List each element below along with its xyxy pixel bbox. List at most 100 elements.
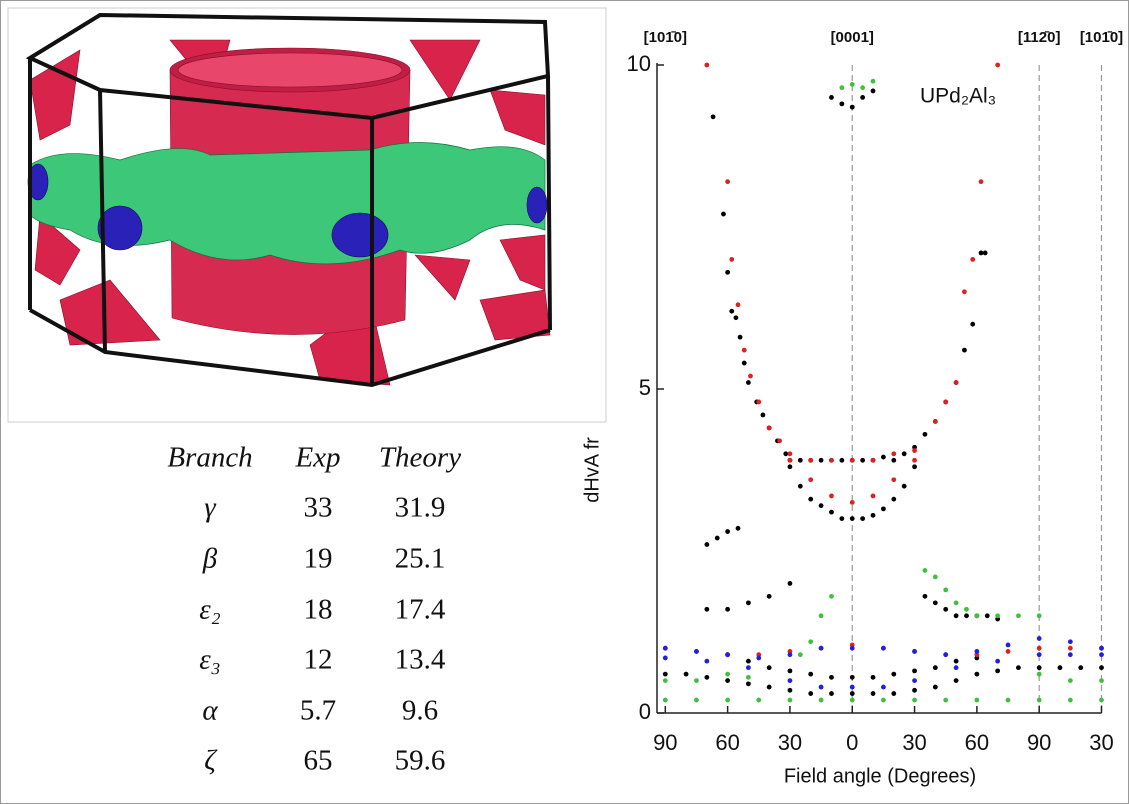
data-point — [797, 483, 803, 489]
data-point — [735, 302, 741, 308]
data-point — [721, 211, 726, 217]
data-point — [974, 613, 980, 619]
data-point — [1036, 613, 1042, 619]
x-axis-title: Field angle (Degrees) — [784, 765, 976, 787]
data-point — [943, 399, 949, 405]
data-point — [970, 321, 976, 327]
data-point — [849, 697, 855, 703]
data-point — [849, 500, 855, 505]
x-tick-label: 90 — [1027, 730, 1051, 755]
data-point — [745, 658, 751, 664]
data-point — [901, 483, 907, 489]
data-point — [962, 289, 967, 295]
y-axis-title: dHvA fr — [581, 437, 603, 503]
table-header: Branch — [167, 442, 252, 474]
x-tick-label: 60 — [715, 730, 739, 755]
data-point — [818, 503, 824, 509]
table-cell: 31.9 — [395, 492, 446, 524]
table-cell: 25.1 — [395, 543, 446, 575]
data-point — [1067, 652, 1073, 658]
data-point — [777, 438, 782, 444]
data-point — [943, 697, 949, 703]
data-point — [662, 645, 668, 651]
data-point — [1067, 697, 1073, 703]
data-point — [808, 457, 814, 463]
data-point — [783, 451, 789, 457]
data-point — [943, 587, 949, 593]
data-point — [953, 665, 959, 671]
data-point — [729, 308, 735, 314]
data-point — [881, 684, 886, 690]
data-point — [891, 457, 897, 463]
data-point — [870, 512, 876, 518]
data-point — [704, 606, 710, 612]
data-point — [787, 457, 793, 463]
data-point — [787, 678, 793, 683]
data-point — [829, 593, 834, 599]
data-point — [1005, 697, 1011, 703]
data-point — [766, 665, 772, 671]
data-point — [870, 457, 876, 463]
direction-label: [101̄0] — [1080, 29, 1123, 46]
annotation: UPd₂Al₃ — [920, 85, 996, 108]
data-point — [932, 665, 938, 671]
data-point — [912, 687, 917, 693]
data-point — [818, 645, 824, 651]
data-point — [912, 448, 917, 453]
data-point — [860, 85, 866, 91]
table-cell: 19 — [304, 543, 333, 575]
data-point — [808, 639, 814, 645]
data-point — [725, 652, 731, 658]
branch-symbol: ε₃ — [199, 644, 221, 676]
data-point — [1057, 665, 1063, 671]
data-point — [710, 114, 716, 120]
data-point — [891, 477, 897, 483]
data-point — [725, 606, 731, 612]
data-point — [766, 593, 772, 599]
data-point — [912, 649, 917, 654]
y-tick-label: 10 — [627, 51, 651, 76]
data-point — [1078, 665, 1084, 671]
data-point — [870, 88, 876, 94]
data-point — [704, 674, 710, 680]
data-point — [787, 581, 793, 586]
data-point — [995, 658, 1001, 664]
data-point — [870, 674, 876, 680]
data-point — [745, 380, 751, 385]
data-point — [694, 649, 699, 654]
data-point — [766, 425, 772, 431]
data-point — [881, 645, 886, 651]
data-point — [912, 697, 917, 703]
data-point — [953, 678, 959, 683]
data-point — [839, 101, 845, 107]
data-point — [849, 684, 855, 690]
data-point — [694, 697, 699, 703]
data-point — [733, 315, 739, 321]
data-point — [1099, 652, 1104, 658]
data-point — [766, 684, 772, 690]
data-point — [849, 516, 855, 521]
data-point — [891, 451, 897, 457]
data-point — [808, 496, 814, 502]
data-point — [1067, 639, 1073, 645]
data-point — [943, 652, 949, 658]
data-point — [953, 658, 959, 664]
data-point — [1099, 678, 1104, 683]
data-point — [978, 179, 984, 185]
y-tick-label: 0 — [639, 699, 651, 724]
table-cell: 5.7 — [300, 695, 336, 727]
data-point — [953, 600, 959, 606]
data-point — [714, 535, 720, 541]
data-point — [829, 509, 834, 515]
data-point — [787, 451, 793, 457]
branch-symbol: ε₂ — [199, 594, 221, 626]
data-point — [849, 104, 855, 110]
data-point — [860, 95, 866, 100]
data-point — [760, 412, 766, 418]
data-point — [974, 649, 980, 654]
data-point — [984, 613, 990, 619]
fermi-surface-render — [7, 7, 607, 423]
data-point — [849, 82, 855, 87]
data-point — [818, 684, 824, 690]
